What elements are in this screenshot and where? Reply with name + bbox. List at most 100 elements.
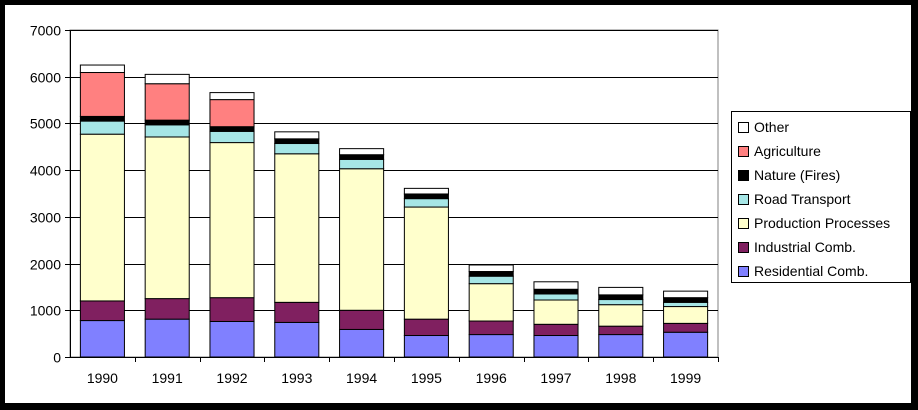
bar-1996-other bbox=[468, 264, 514, 273]
bar-1993-production-processes bbox=[274, 153, 320, 303]
bar-1999-residential-comb bbox=[663, 331, 709, 358]
x-tick-label-1990: 1990 bbox=[87, 370, 118, 386]
bar-1996-industrial-comb bbox=[468, 320, 514, 336]
bar-1990-industrial-comb bbox=[79, 300, 125, 322]
bar-1998-residential-comb bbox=[598, 334, 644, 358]
bar-1991-other bbox=[144, 73, 190, 85]
bar-1993-industrial-comb bbox=[274, 301, 320, 323]
bar-1991-agriculture bbox=[144, 83, 190, 121]
legend-item-road-transport: Road Transport bbox=[738, 190, 851, 208]
legend-item-industrial-comb: Industrial Comb. bbox=[738, 238, 856, 256]
bar-1991-industrial-comb bbox=[144, 298, 190, 320]
chart-plot: 0 1000 2000 3000 4000 5000 6000 7000 1990 1991 199… bbox=[30, 23, 719, 386]
bar-1998-production-processes bbox=[598, 304, 644, 327]
bar-1998-other bbox=[598, 286, 644, 296]
x-tick-label-1995: 1995 bbox=[411, 370, 442, 386]
x-tick-label-1993: 1993 bbox=[281, 370, 312, 386]
bar-1991-residential-comb bbox=[144, 318, 190, 358]
legend-label-residential-comb: Residential Comb. bbox=[754, 263, 869, 279]
bar-1995-other bbox=[403, 187, 449, 195]
x-tick-label-1994: 1994 bbox=[346, 370, 377, 386]
legend-item-nature-fires: Nature (Fires) bbox=[738, 166, 840, 184]
bar-1992-agriculture bbox=[209, 99, 255, 128]
x-tick-label-1997: 1997 bbox=[540, 370, 571, 386]
bar-1999-industrial-comb bbox=[663, 322, 709, 333]
bar-1996-nature-fires bbox=[468, 271, 514, 277]
bar-1997-production-processes bbox=[533, 299, 579, 325]
bar-1994-nature-fires bbox=[339, 154, 385, 160]
bar-1993-other bbox=[274, 131, 320, 140]
y-tick-label-5000: 5000 bbox=[30, 116, 61, 132]
bar-1999-production-processes bbox=[663, 306, 709, 324]
bar-1991-road-transport bbox=[144, 124, 190, 138]
bar-1995-road-transport bbox=[403, 198, 449, 208]
x-tick-label-1992: 1992 bbox=[216, 370, 247, 386]
y-tick-label-0: 0 bbox=[53, 350, 61, 366]
legend-item-residential-comb: Residential Comb. bbox=[738, 262, 868, 280]
bar-1997-road-transport bbox=[533, 293, 579, 301]
legend-swatch-nature-fires bbox=[738, 169, 749, 181]
bar-1992-road-transport bbox=[209, 130, 255, 144]
bar-1991-production-processes bbox=[144, 136, 190, 300]
bar-1997-nature-fires bbox=[533, 288, 579, 295]
bar-1999-other bbox=[663, 290, 709, 299]
y-tick-label-4000: 4000 bbox=[30, 163, 61, 179]
bar-1997-other bbox=[533, 281, 579, 290]
bar-1991-nature-fires bbox=[144, 119, 190, 126]
x-tick-label-1991: 1991 bbox=[152, 370, 183, 386]
bar-1997-residential-comb bbox=[533, 335, 579, 358]
legend-item-production-processes: Production Processes bbox=[738, 214, 890, 232]
bar-1993-road-transport bbox=[274, 143, 320, 155]
chart-legend: Other Agriculture Nature (Fires) Road Trans… bbox=[731, 111, 911, 283]
bar-1993-nature-fires bbox=[274, 138, 320, 145]
bar-1992-industrial-comb bbox=[209, 297, 255, 322]
legend-item-agriculture: Agriculture bbox=[738, 142, 821, 160]
legend-swatch-road-transport bbox=[738, 193, 749, 205]
legend-label-industrial-comb: Industrial Comb. bbox=[754, 239, 856, 255]
y-tick-label-1000: 1000 bbox=[30, 303, 61, 319]
bar-1995-nature-fires bbox=[403, 193, 449, 200]
bar-1994-road-transport bbox=[339, 158, 385, 170]
legend-item-other: Other bbox=[738, 118, 789, 136]
bar-1990-agriculture bbox=[79, 72, 125, 117]
bar-1995-residential-comb bbox=[403, 335, 449, 358]
x-tick-label-1996: 1996 bbox=[476, 370, 507, 386]
bar-1998-nature-fires bbox=[598, 294, 644, 301]
legend-label-other: Other bbox=[754, 119, 790, 135]
x-tick-label-1999: 1999 bbox=[670, 370, 701, 386]
bar-1990-production-processes bbox=[79, 133, 125, 302]
bar-1996-residential-comb bbox=[468, 334, 514, 358]
y-tick-label-7000: 7000 bbox=[30, 23, 61, 39]
legend-swatch-other bbox=[738, 121, 749, 133]
bar-1994-production-processes bbox=[339, 168, 385, 311]
bar-1994-residential-comb bbox=[339, 328, 385, 358]
bar-1994-industrial-comb bbox=[339, 309, 385, 330]
bar-1994-other bbox=[339, 148, 385, 156]
bar-1995-production-processes bbox=[403, 206, 449, 320]
bar-1995-industrial-comb bbox=[403, 318, 449, 337]
bar-1996-road-transport bbox=[468, 275, 514, 285]
bar-1990-road-transport bbox=[79, 120, 125, 135]
legend-swatch-agriculture bbox=[738, 145, 749, 157]
legend-swatch-industrial-comb bbox=[738, 241, 749, 253]
bar-1990-residential-comb bbox=[79, 320, 125, 358]
legend-swatch-production-processes bbox=[738, 217, 749, 229]
bar-1999-road-transport bbox=[663, 301, 709, 308]
legend-label-nature-fires: Nature (Fires) bbox=[754, 167, 841, 183]
chart-frame: 0 1000 2000 3000 4000 5000 6000 7000 1990 1991 199… bbox=[5, 5, 911, 403]
bar-1992-nature-fires bbox=[209, 126, 255, 132]
legend-label-production-processes: Production Processes bbox=[754, 215, 891, 231]
bar-1992-other bbox=[209, 92, 255, 101]
bar-1990-nature-fires bbox=[79, 115, 125, 122]
x-tick-label-1998: 1998 bbox=[605, 370, 636, 386]
bar-1998-industrial-comb bbox=[598, 325, 644, 336]
bar-1998-road-transport bbox=[598, 299, 644, 306]
y-tick-label-2000: 2000 bbox=[30, 257, 61, 273]
y-tick-label-3000: 3000 bbox=[30, 210, 61, 226]
legend-label-road-transport: Road Transport bbox=[754, 191, 851, 207]
bar-1993-residential-comb bbox=[274, 321, 320, 358]
y-tick-label-6000: 6000 bbox=[30, 70, 61, 86]
bar-1997-industrial-comb bbox=[533, 323, 579, 337]
legend-label-agriculture: Agriculture bbox=[754, 143, 821, 159]
bar-1990-other bbox=[79, 64, 125, 74]
